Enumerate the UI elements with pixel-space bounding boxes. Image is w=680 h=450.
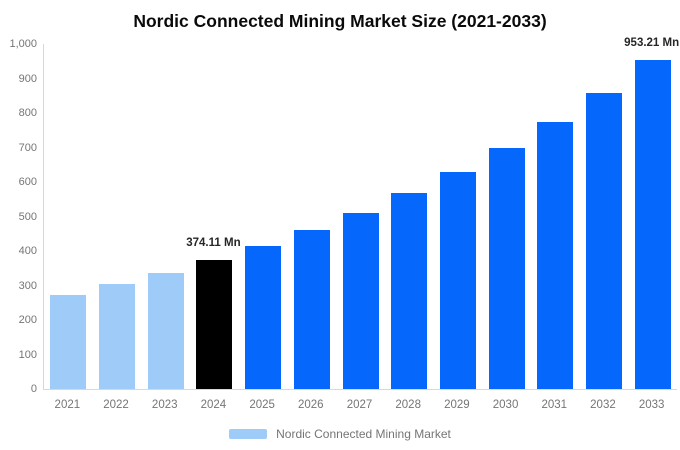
bar-2023[interactable] — [147, 272, 184, 389]
y-tick-0: 0 — [30, 383, 37, 395]
y-tick-900: 900 — [18, 72, 37, 85]
x-label-2030: 2030 — [492, 399, 519, 411]
bar-2032[interactable] — [585, 92, 622, 389]
x-label-2023: 2023 — [151, 399, 178, 411]
x-label-2022: 2022 — [103, 399, 129, 411]
bar-2026[interactable] — [293, 230, 330, 389]
value-label-2033: 953.21 Mn — [624, 37, 680, 50]
bar-2033[interactable] — [634, 60, 671, 389]
y-tick-100: 100 — [18, 348, 37, 361]
value-label-2024: 374.11 Mn — [186, 236, 241, 249]
y-tick-600: 600 — [18, 176, 37, 188]
plot-area — [43, 44, 677, 390]
x-label-2024: 2024 — [200, 399, 227, 411]
x-label-2031: 2031 — [541, 399, 568, 411]
y-tick-400: 400 — [18, 245, 37, 257]
legend-item[interactable]: Nordic Connected Mining Market — [0, 426, 680, 442]
bar-2025[interactable] — [245, 245, 282, 389]
x-label-2021: 2021 — [54, 399, 81, 411]
bar-2021[interactable] — [50, 294, 87, 389]
bar-2024[interactable] — [196, 259, 233, 389]
bar-2022[interactable] — [99, 284, 136, 389]
x-label-2033: 2033 — [638, 399, 665, 411]
bar-2031[interactable] — [537, 121, 574, 389]
x-label-2028: 2028 — [395, 399, 421, 411]
x-label-2026: 2026 — [298, 399, 324, 411]
y-tick-300: 300 — [18, 279, 37, 292]
x-label-2027: 2027 — [346, 399, 373, 411]
legend-label: Nordic Connected Mining Market — [276, 427, 451, 441]
y-tick-800: 800 — [18, 107, 37, 119]
x-label-2025: 2025 — [249, 399, 275, 411]
y-tick-200: 200 — [18, 314, 37, 326]
y-tick-1000: 1,000 — [9, 38, 37, 50]
chart-title: Nordic Connected Mining Market Size (202… — [133, 11, 547, 31]
bar-2030[interactable] — [488, 148, 525, 389]
x-label-2032: 2032 — [590, 399, 616, 411]
y-tick-700: 700 — [18, 141, 37, 154]
legend-swatch — [229, 429, 268, 439]
y-tick-500: 500 — [18, 210, 37, 223]
bar-2027[interactable] — [342, 212, 379, 389]
bar-2029[interactable] — [439, 171, 476, 389]
bar-2028[interactable] — [391, 193, 428, 389]
x-label-2029: 2029 — [444, 399, 470, 411]
